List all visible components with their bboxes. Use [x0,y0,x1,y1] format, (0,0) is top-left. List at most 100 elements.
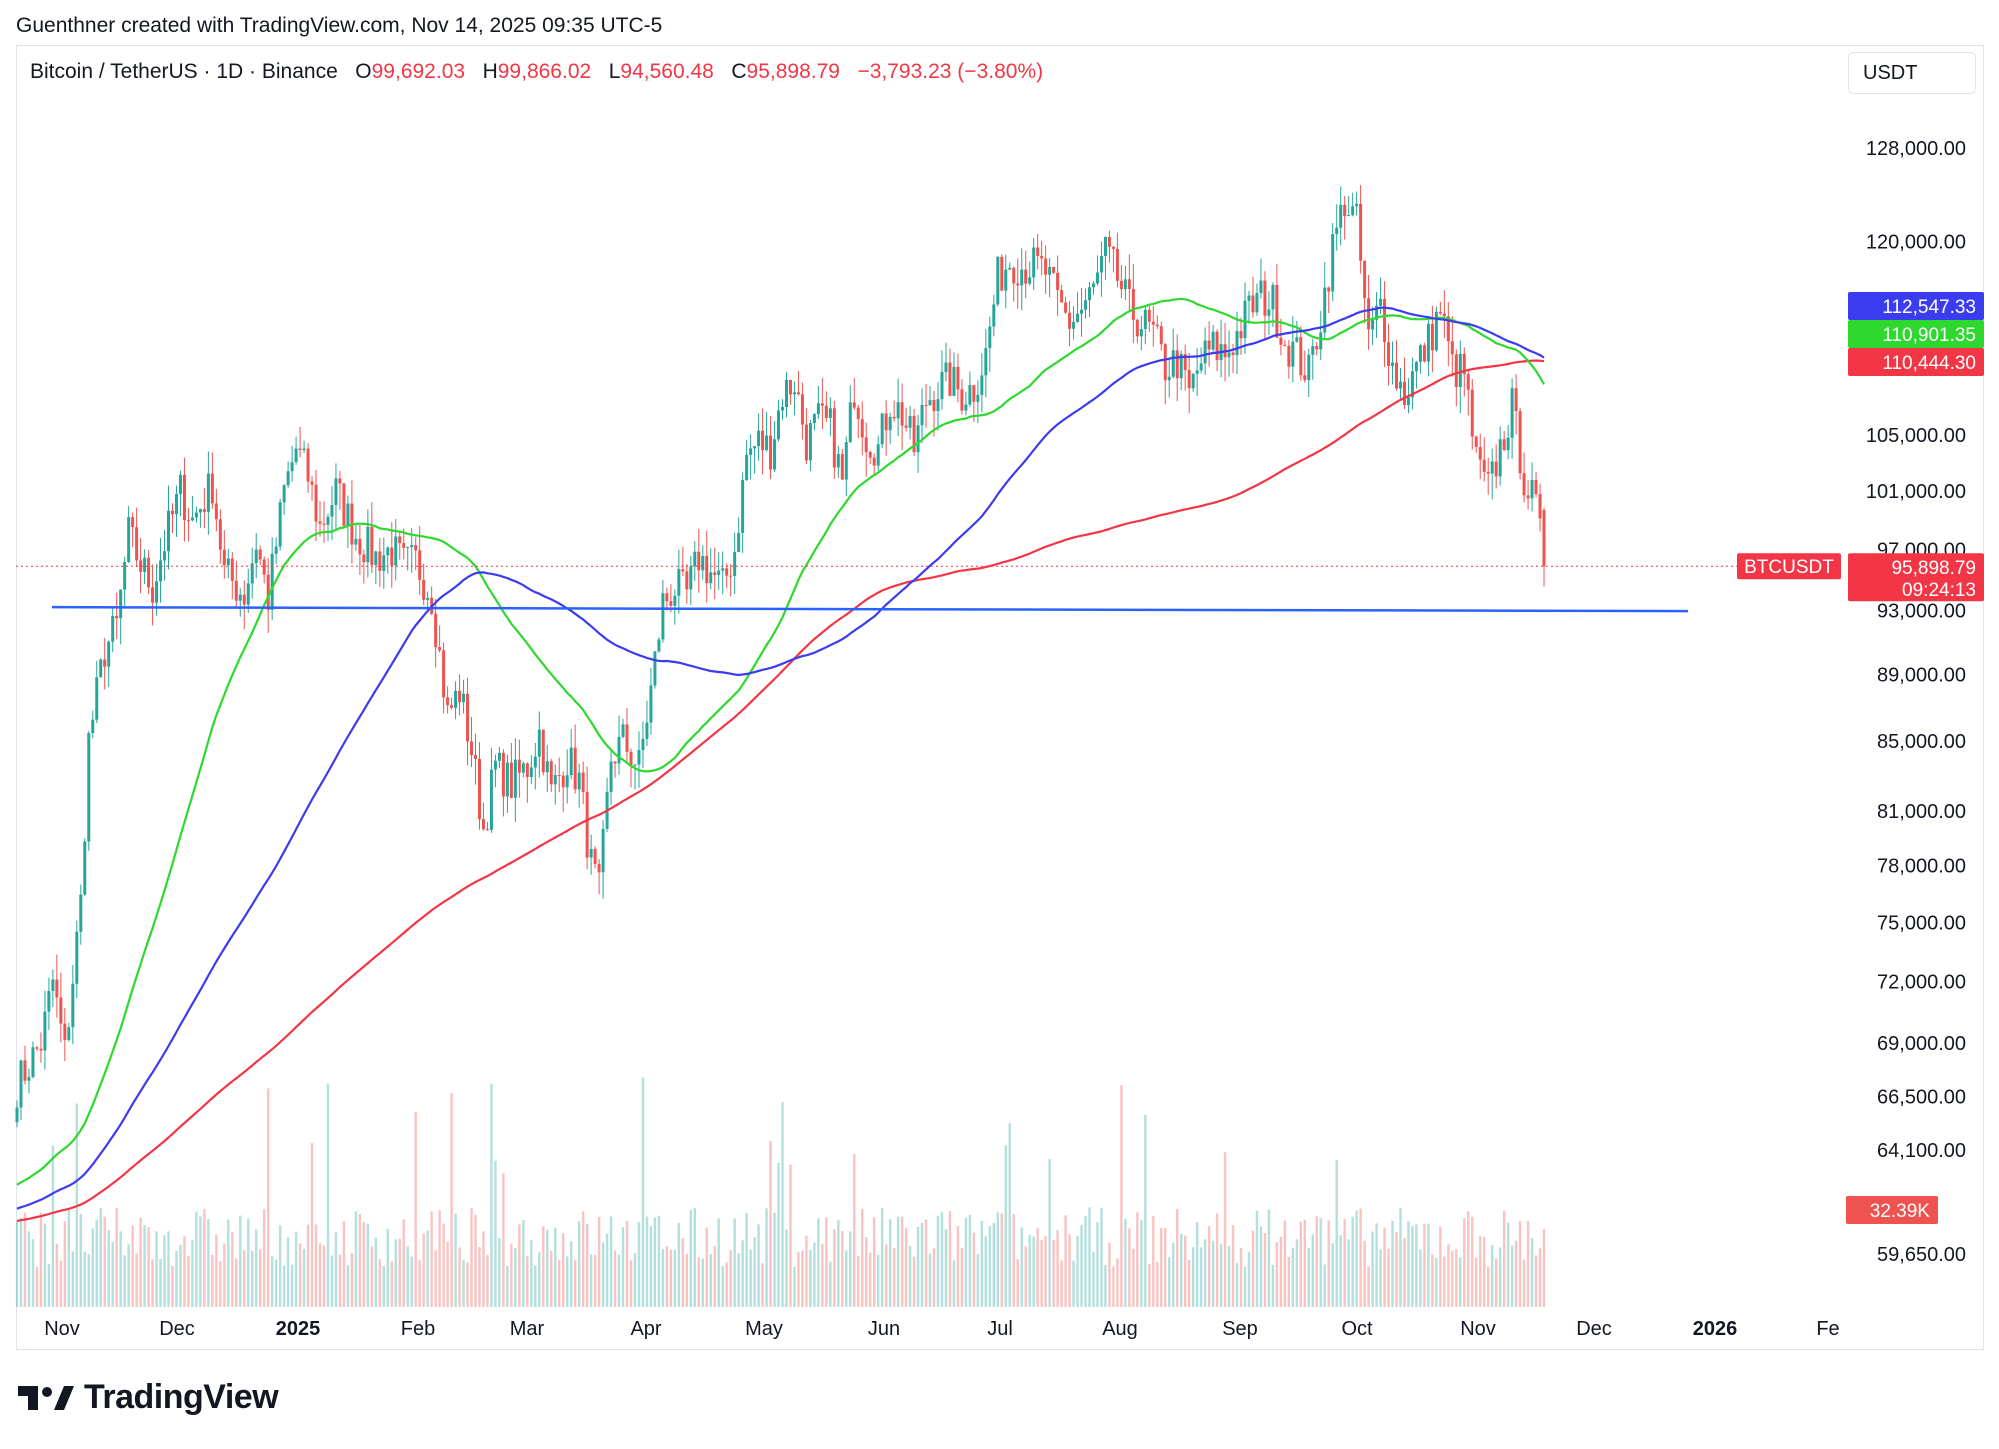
candle-body [83,841,87,895]
volume-bar [984,1236,988,1307]
candle-body [976,394,980,402]
candle-body [99,659,103,678]
candle-body [1103,236,1107,257]
candle-body [1068,312,1072,329]
volume-bar [1363,1240,1366,1307]
volume-bar [558,1260,561,1307]
ma-50-line [16,297,1545,1186]
last-price-label-text: 09:24:13 [1902,580,1976,601]
candle-body [1410,371,1414,398]
candle-body [1231,352,1235,356]
volume-bar [1144,1114,1147,1307]
volume-bar [777,1162,780,1307]
volume-bar [896,1216,900,1307]
candle-body [745,454,749,481]
volume-bar [406,1246,409,1307]
candle-body [497,752,501,761]
y-axis-tick: 59,650.00 [1877,1244,1966,1266]
volume-bar [1327,1220,1330,1307]
volume-bar [709,1254,712,1307]
candle-body [980,375,984,395]
candle-body [936,399,940,412]
candle-body [1367,298,1371,330]
ma-fast-label-box [1848,320,1984,348]
candle-body [1044,258,1048,275]
candle-body [876,444,880,466]
volume-bar [789,1164,792,1307]
candle-body [190,517,194,521]
tradingview-logo[interactable]: TradingView [18,1378,279,1417]
candle-body [868,452,872,458]
x-axis-tick: Nov [1460,1318,1496,1340]
candle-body [637,750,641,765]
volume-bar [91,1228,94,1307]
candle-body [230,558,234,581]
volume-bar [35,1266,39,1307]
ma-slow-label-text: 110,444.30 [1882,353,1976,374]
volume-bar [996,1212,1000,1307]
candle-body [1271,284,1275,310]
y-axis-tick: 66,500.00 [1877,1087,1966,1109]
candle-body [681,569,685,572]
open-label: O [355,60,372,83]
volume-bar [1112,1266,1115,1307]
candle-body [932,399,936,412]
candle-body [342,483,346,526]
volume-bar [282,1265,286,1307]
volume-bar [1431,1254,1434,1307]
candle-body [1028,277,1032,284]
candle-body [210,473,214,504]
candle-body [1295,337,1299,342]
candle-body [529,767,533,777]
volume-bar [442,1223,445,1307]
candle-body [394,536,398,566]
volume-bar [334,1232,338,1307]
volume-bar [95,1219,98,1307]
candle-body [1227,352,1231,358]
volume-bar [1379,1249,1382,1307]
candle-body [354,538,358,545]
volume-bar [964,1217,968,1307]
candle-body [856,407,860,420]
candle-body [1291,341,1295,367]
ma-fast-label-text: 110,901.35 [1882,325,1976,346]
candle-body [864,437,868,453]
volume-bar [701,1258,704,1307]
volume-bar [1251,1230,1255,1307]
candle-body [178,474,182,495]
volume-bar [1008,1123,1011,1307]
volume-bar [749,1249,752,1307]
candle-body [701,555,705,571]
currency-button[interactable]: USDT [1848,52,1976,94]
volume-bar [350,1252,354,1307]
volume-bar [1187,1259,1191,1307]
volume-bar [31,1239,35,1307]
candle-body [167,510,171,552]
candle-body [733,552,737,576]
volume-bar [1084,1215,1087,1307]
volume-bar [183,1236,186,1307]
volume-bar [1080,1225,1083,1307]
volume-bar [1371,1231,1374,1307]
volume-bar [916,1226,920,1307]
volume-bar [569,1241,573,1307]
candle-body [1315,346,1319,350]
y-axis-tick: 101,000.00 [1866,481,1966,503]
candle-body [928,399,932,406]
candle-body [1347,215,1351,217]
volume-bar [853,1154,856,1307]
volume-bar [1000,1213,1003,1307]
volume-bar [482,1231,485,1307]
candle-body [1339,204,1343,228]
volume-bar [593,1254,597,1307]
candle-body [992,304,996,327]
candle-body [804,424,808,461]
volume-bar [486,1254,489,1307]
candle-body [450,705,454,708]
symbol-legend[interactable]: Bitcoin / TetherUS · 1D · Binance O99,69… [30,60,1043,84]
low-label: L [608,60,621,83]
candle-body [1064,302,1068,313]
candle-body [1171,350,1175,377]
volume-bar [1399,1207,1402,1307]
